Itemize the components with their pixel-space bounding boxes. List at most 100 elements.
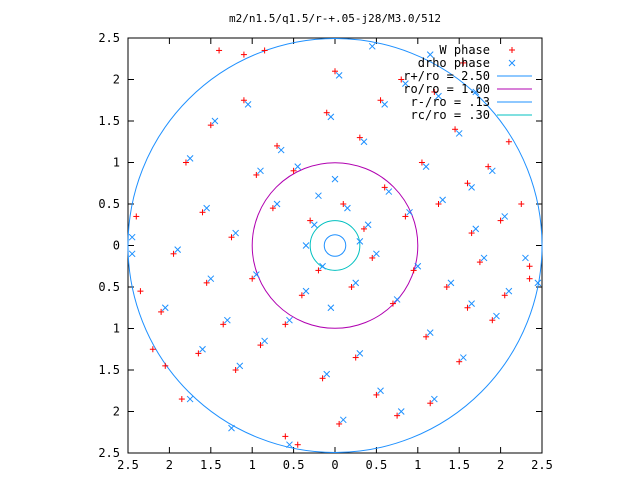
w-phase-point <box>348 284 355 290</box>
drho-phase-point <box>224 316 231 324</box>
w-phase-point <box>336 420 343 427</box>
drho-phase-point <box>211 117 219 125</box>
x-tick-label: 1.5 <box>448 458 470 472</box>
w-phase-point <box>133 213 140 220</box>
w-phase-point <box>476 259 483 266</box>
w-phase-point <box>464 304 471 311</box>
drho-phase-point <box>315 192 322 200</box>
w-phase-point <box>464 180 471 187</box>
drho-phase-point <box>426 51 434 58</box>
drho-phase-point <box>319 262 326 270</box>
legend-marker-cross <box>508 59 516 67</box>
drho-phase-point <box>377 387 384 395</box>
drho-phase-point <box>252 271 260 278</box>
drho-phase-point <box>472 88 480 96</box>
w-phase-point <box>294 441 301 448</box>
y-tick-label: 1.5 <box>98 363 120 377</box>
w-phase-point <box>274 142 281 149</box>
w-phase-point <box>518 201 525 207</box>
w-phase-point <box>253 171 260 178</box>
w-phase-point <box>216 47 223 54</box>
drho-phase-point <box>352 279 360 287</box>
w-phase-point <box>402 213 409 220</box>
drho-phase-point <box>439 196 446 204</box>
x-tick-label: 2.5 <box>531 458 553 472</box>
drho-phase-point <box>373 250 380 258</box>
drho-phase-point <box>232 229 239 237</box>
drho-phase-point <box>286 316 293 324</box>
w-phase-point <box>228 234 235 241</box>
w-phase-point <box>249 275 256 282</box>
drho-phase-point <box>406 208 413 216</box>
x-tick-label: 0.5 <box>283 458 305 472</box>
drho-phase-point <box>203 204 211 212</box>
circle-r-ro <box>323 234 347 257</box>
drho-phase-point <box>381 101 389 108</box>
drho-phase-point <box>277 146 285 154</box>
w-phase-point <box>178 396 185 403</box>
w-phase-point <box>468 230 475 237</box>
w-phase-point <box>203 279 210 286</box>
drho-phase-point <box>472 225 480 233</box>
drho-phase-point <box>480 254 488 262</box>
legend-label: r+/ro = 2.50 <box>403 69 490 83</box>
w-phase-point <box>257 342 264 349</box>
w-phase-point <box>149 346 156 353</box>
legend-label: r-/ro = .13 <box>411 95 490 109</box>
w-phase-point <box>489 317 496 324</box>
reference-circles <box>127 38 543 453</box>
y-tick-label: 2 <box>113 405 120 419</box>
w-phase-point <box>377 97 384 104</box>
drho-phase-point <box>310 221 318 229</box>
w-phase-point <box>526 263 533 270</box>
w-phase-point <box>290 167 297 174</box>
w-phase-point <box>394 412 401 419</box>
w-phase-point <box>456 358 463 365</box>
chart-title: m2/n1.5/q1.5/r-+.05-j28/M3.0/512 <box>229 12 441 25</box>
drho-phase-point <box>331 175 339 183</box>
w-phase-point <box>460 59 467 66</box>
drho-phase-point <box>468 300 475 307</box>
drho-phase-point <box>327 113 335 121</box>
drho-phase-point <box>174 246 182 254</box>
y-tick-label: 2 <box>113 73 120 87</box>
x-tick-label: 1 <box>249 458 256 472</box>
y-tick-label: 1 <box>113 156 120 170</box>
drho-phase-point <box>360 138 368 146</box>
w-phase-point <box>427 400 434 407</box>
drho-phase-point <box>344 204 351 212</box>
w-phase-point <box>360 225 367 232</box>
x-tick-label: 2.5 <box>117 458 139 472</box>
drho-phase-point <box>493 312 500 320</box>
drho-phase-point <box>459 354 467 361</box>
drho-phase-point <box>414 262 422 270</box>
w-phase-point <box>323 109 330 116</box>
w-phase-point <box>307 217 314 224</box>
w-phase-point <box>452 126 459 133</box>
drho-phase-point <box>128 233 136 241</box>
drho-phase-point <box>505 287 513 295</box>
y-tick-label: 2.5 <box>98 446 120 460</box>
w-phase-point <box>431 88 438 95</box>
w-phase-point <box>162 362 169 369</box>
w-phase-point <box>410 267 417 274</box>
w-phase-point <box>319 375 326 382</box>
w-phase-point <box>389 300 396 307</box>
circle-r-ro <box>127 38 543 453</box>
w-phase-point <box>356 134 363 141</box>
drho-phase-point <box>294 163 302 171</box>
y-tick-label: 0.5 <box>98 197 120 211</box>
w-phase-point <box>182 159 189 166</box>
x-axis: 2.5 2 1.5 1 0.5 0 0.5 1 1.5 2 2.5 <box>117 38 553 472</box>
w-phase-point <box>199 209 206 216</box>
w-phase-point <box>505 138 512 145</box>
drho-phase-point <box>199 345 206 353</box>
y-tick-label: 2.5 <box>98 31 120 45</box>
x-tick-label: 2 <box>497 458 504 472</box>
legend-label: rc/ro = .30 <box>411 108 490 122</box>
w-phase-point <box>298 292 305 299</box>
drho-phase-point <box>402 80 409 88</box>
drho-phase-point <box>186 154 194 162</box>
w-phase-point <box>381 184 388 191</box>
drho-phase-point <box>468 184 475 191</box>
